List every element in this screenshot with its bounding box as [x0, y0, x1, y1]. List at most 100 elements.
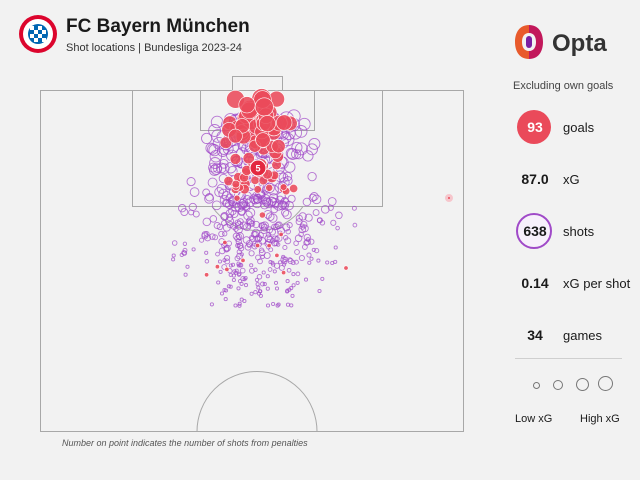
goal-point — [289, 184, 299, 194]
shot-point — [222, 258, 227, 263]
shot-point — [278, 172, 289, 183]
shot-point — [233, 270, 238, 275]
shot-point — [265, 212, 275, 222]
shot-point — [178, 204, 187, 213]
shot-point — [254, 234, 263, 243]
shot-point — [231, 273, 236, 278]
shot-point — [231, 277, 236, 283]
shot-point — [314, 248, 320, 254]
goal-point — [233, 194, 241, 202]
shot-point — [191, 247, 196, 252]
shot-point — [179, 252, 184, 258]
shot-point — [234, 225, 243, 234]
shot-point — [278, 264, 285, 271]
goals-layer — [204, 88, 453, 278]
shot-point — [252, 220, 260, 229]
shot-point — [304, 213, 313, 222]
shot-point — [265, 303, 271, 308]
shot-point — [221, 191, 232, 201]
page-title: FC Bayern München — [66, 16, 250, 37]
shot-point — [239, 267, 246, 274]
shot-point — [298, 117, 311, 131]
shot-point — [271, 235, 279, 243]
goal-point — [254, 97, 274, 117]
goal-point — [238, 96, 256, 114]
shot-point — [330, 219, 337, 226]
goal-point — [253, 185, 262, 194]
goal-frame — [232, 76, 283, 91]
shot-point — [272, 269, 277, 274]
shot-point — [182, 241, 188, 246]
shot-point — [216, 280, 221, 285]
shot-point — [253, 289, 258, 295]
shot-point — [283, 235, 289, 241]
shot-point — [254, 277, 260, 283]
goal-point — [255, 243, 261, 249]
xg-per-shot-label: xG per shot — [563, 276, 631, 291]
shot-point — [312, 209, 320, 217]
shot-point — [238, 263, 243, 268]
shot-point — [242, 298, 247, 304]
shot-point — [242, 195, 252, 204]
goal-point — [258, 211, 266, 219]
shot-point — [304, 238, 311, 246]
stat-games: 34 games — [505, 318, 630, 352]
pitch-svg: 5 — [40, 76, 464, 432]
shot-point — [280, 132, 295, 147]
shot-point — [352, 222, 358, 228]
stats-divider — [515, 358, 622, 359]
penalty-marker: 5 — [249, 159, 267, 177]
xg-value: 87.0 — [521, 171, 549, 187]
shot-point — [271, 262, 276, 267]
shot-point — [253, 267, 258, 273]
shot-point — [234, 221, 244, 230]
shot-point — [302, 150, 314, 162]
shot-point — [265, 274, 270, 279]
shot-point — [271, 240, 278, 247]
shot-point — [223, 297, 228, 302]
shot-point — [263, 198, 274, 209]
shot-point — [233, 303, 238, 308]
shot-point — [249, 263, 254, 268]
shot-point — [258, 293, 263, 298]
shot-point — [255, 282, 260, 287]
shot-point — [209, 233, 216, 240]
stats-note: Excluding own goals — [513, 80, 614, 92]
shot-point — [271, 201, 280, 209]
shot-point — [240, 276, 246, 282]
shot-point — [278, 260, 283, 265]
shot-point — [293, 240, 299, 246]
shot-point — [311, 247, 316, 252]
shot-point — [295, 271, 301, 277]
shot-point — [213, 221, 221, 230]
shot-point — [255, 236, 261, 242]
goal-point — [274, 252, 280, 258]
shots-value: 638 — [523, 223, 547, 239]
shot-point — [275, 242, 281, 247]
stat-shots: 638 shots — [505, 213, 630, 249]
shot-point — [307, 260, 312, 265]
shot-point — [291, 283, 296, 288]
shot-point — [239, 221, 249, 230]
page-subtitle: Shot locations | Bundesliga 2023-24 — [66, 42, 242, 54]
footnote: Number on point indicates the number of … — [62, 438, 308, 448]
stat-goals: 93 goals — [505, 110, 630, 144]
shot-point — [309, 192, 319, 201]
xg-label: xG — [563, 172, 580, 187]
shot-point — [320, 204, 330, 214]
shot-point — [223, 245, 230, 252]
legend-circle-md — [576, 378, 589, 391]
shot-point — [201, 132, 213, 144]
shot-point — [294, 142, 308, 156]
shot-point — [306, 143, 318, 156]
shot-point — [267, 267, 273, 272]
shot-point — [282, 223, 291, 232]
shot-point — [307, 171, 317, 182]
goal-point — [224, 266, 230, 272]
shot-point — [295, 214, 303, 222]
shot-map: 5 — [40, 76, 464, 432]
shot-point — [202, 188, 211, 197]
legend-circle-sm — [553, 380, 563, 390]
shot-point — [225, 193, 234, 202]
shot-point — [290, 293, 295, 298]
